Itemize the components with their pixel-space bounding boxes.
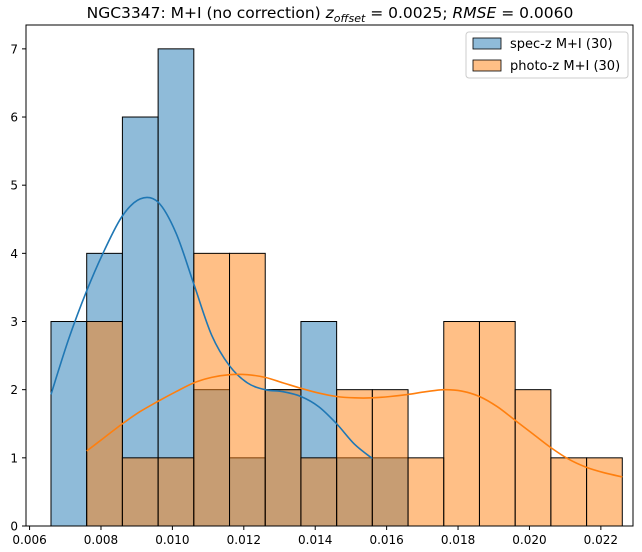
title-rmse-value: = 0.0060	[496, 4, 573, 22]
x-tick-label: 0.012	[227, 533, 261, 547]
bar-photo-z-9	[407, 457, 445, 527]
bar-photo-z-11	[478, 321, 516, 527]
y-axis: 0 1 2 3 4 5 6 7	[10, 42, 26, 534]
x-tick-label: 0.010	[155, 533, 189, 547]
x-axis: 0.006 0.008 0.010 0.012 0.014 0.016 0.018 0.020…	[12, 526, 618, 547]
x-tick-label: 0.006	[12, 533, 46, 547]
plot-frame	[25, 24, 634, 527]
bar-spec-z-0	[50, 321, 88, 527]
bar-photo-z-14	[586, 457, 623, 527]
kde-line-photo-z	[86, 373, 623, 478]
chart-title: NGC3347: M+I (no correction) zoffset = 0…	[87, 4, 574, 25]
x-tick-label: 0.022	[584, 533, 618, 547]
y-tick-label: 5	[10, 179, 18, 193]
bar-photo-z-6	[300, 457, 338, 527]
bar-photo-z-10	[443, 321, 480, 527]
title-z-value: = 0.0025;	[365, 4, 452, 22]
title-rmse: RMSE	[453, 4, 497, 22]
x-tick-label: 0.018	[441, 533, 475, 547]
bar-photo-z-8	[371, 389, 409, 527]
y-tick-label: 2	[10, 383, 18, 397]
legend-swatch-photo-z	[472, 59, 502, 72]
legend: spec-z M+I (30) photo-z M+I (30)	[465, 31, 629, 79]
kde-line-spec-z	[50, 196, 373, 460]
y-tick-label: 7	[10, 42, 18, 56]
y-tick-label: 3	[10, 315, 18, 329]
x-tick-label: 0.014	[298, 533, 332, 547]
bar-photo-z-0	[86, 321, 123, 527]
bar-photo-z-1	[121, 457, 159, 527]
title-z: z	[325, 4, 335, 22]
y-tick-label: 4	[10, 247, 18, 261]
x-tick-label: 0.008	[84, 533, 118, 547]
bar-photo-z-5	[264, 389, 302, 527]
bar-photo-z-13	[550, 457, 588, 527]
kde-curves	[50, 196, 623, 478]
bar-photo-z-12	[514, 389, 552, 527]
bar-photo-z-4	[229, 252, 266, 527]
x-tick-label: 0.020	[512, 533, 546, 547]
y-tick-label: 0	[10, 520, 18, 534]
histogram-bars	[50, 48, 623, 527]
legend-label-photo-z: photo-z M+I (30)	[510, 59, 620, 74]
legend-label-spec-z: spec-z M+I (30)	[510, 37, 613, 52]
bar-photo-z-3	[193, 252, 231, 527]
y-tick-label: 1	[10, 451, 18, 465]
legend-box	[465, 31, 629, 79]
y-tick-label: 6	[10, 111, 18, 125]
legend-swatch-spec-z	[472, 37, 502, 50]
bar-photo-z-7	[336, 389, 373, 527]
bar-photo-z-2	[157, 457, 195, 527]
title-z-subscript: offset	[334, 12, 366, 25]
x-tick-label: 0.016	[369, 533, 403, 547]
title-prefix: NGC3347: M+I (no correction)	[87, 4, 326, 22]
bar-spec-z-3	[157, 48, 195, 527]
